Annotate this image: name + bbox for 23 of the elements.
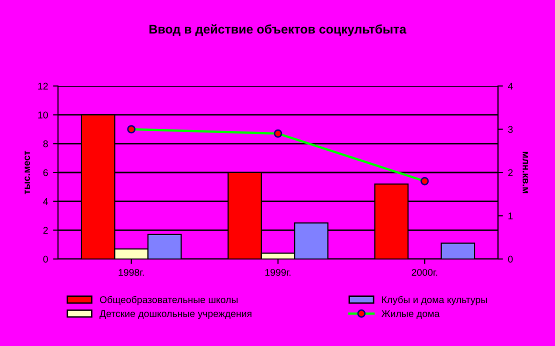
y-tick-label: 0 [43, 256, 48, 263]
y2-tick-label: 3 [508, 126, 513, 133]
y-tick-label: 4 [43, 198, 48, 205]
y2-tick-label: 2 [508, 169, 513, 176]
legend-label: Клубы и дома культуры [382, 296, 487, 306]
bar [440, 242, 476, 259]
y-tick-label: 8 [43, 140, 48, 148]
chart-title: Ввод в действие объектов соцкультбыта [150, 24, 406, 36]
y2-axis-title: млн.кв.м [522, 152, 528, 194]
y2-tick-label: 0 [508, 256, 513, 263]
y-tick-label: 6 [43, 169, 48, 176]
y-axis-title: тыс.мест [24, 150, 30, 194]
y2-tick-label: 1 [508, 212, 513, 220]
x-tick-label: 1999г. [265, 268, 290, 276]
legend-label: Жилые дома [381, 310, 440, 319]
y-tick-label: 10 [38, 112, 48, 118]
legend-label: Детские дошкольные учреждения [100, 310, 252, 319]
legend-label: Общеобразовательные школы [100, 296, 238, 306]
y-tick-label: 12 [38, 82, 48, 90]
y-tick-label: 2 [43, 226, 48, 234]
x-tick-label: 2000г. [412, 268, 438, 276]
x-tick-label: 1998г. [118, 268, 144, 276]
y2-tick-label: 4 [508, 82, 513, 90]
